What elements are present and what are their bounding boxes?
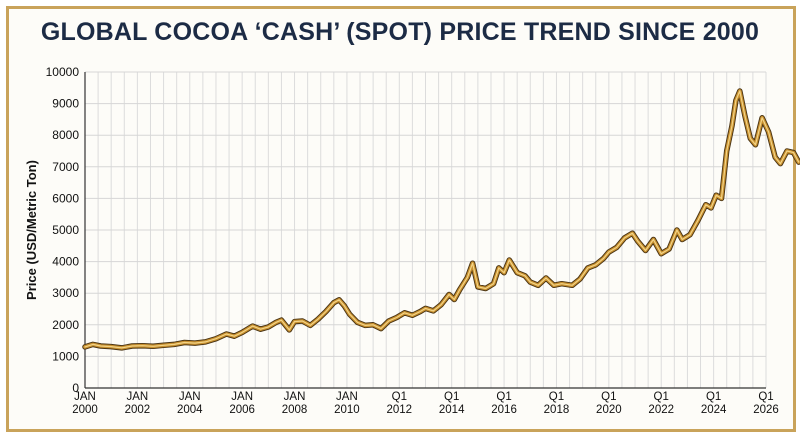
y-tick-label: 9000 bbox=[52, 97, 79, 111]
x-tick-label: 2002 bbox=[125, 404, 151, 416]
x-tick-label: 2016 bbox=[491, 404, 517, 416]
x-tick-label: Q1 bbox=[444, 391, 459, 403]
x-tick-label: JAN bbox=[284, 391, 306, 403]
x-tick-label: Q1 bbox=[654, 391, 669, 403]
x-tick-label: Q1 bbox=[601, 391, 616, 403]
axes bbox=[84, 72, 766, 389]
y-tick-label: 5000 bbox=[52, 223, 79, 237]
x-tick-label: 2014 bbox=[439, 404, 465, 416]
y-axis-label: Price (USD/Metric Ton) bbox=[24, 160, 39, 300]
y-tick-label: 6000 bbox=[52, 191, 79, 205]
grid-lines bbox=[84, 71, 767, 389]
chart-title: GLOBAL COCOA ‘CASH’ (SPOT) PRICE TREND S… bbox=[40, 18, 760, 46]
x-tick-label: 2008 bbox=[282, 404, 308, 416]
y-tick-label: 1000 bbox=[52, 349, 79, 363]
y-tick-label: 3000 bbox=[52, 286, 79, 300]
x-tick-label: 2010 bbox=[334, 404, 360, 416]
x-tick-label: JAN bbox=[336, 391, 358, 403]
x-tick-label: 2004 bbox=[177, 404, 203, 416]
y-tick-label: 0 bbox=[72, 381, 79, 395]
x-tick-label: JAN bbox=[127, 391, 149, 403]
y-axis-ticks: 0 1000 2000 3000 4000 5000 6000 7000 8000 9000 100… bbox=[46, 65, 80, 395]
x-axis-ticks: JAN2000JAN2002JAN2004JAN2006JAN2008JAN20… bbox=[72, 391, 779, 416]
x-tick-label: JAN bbox=[231, 391, 253, 403]
x-tick-label: 2006 bbox=[229, 404, 255, 416]
x-tick-label: 2026 bbox=[753, 404, 779, 416]
y-tick-label: 2000 bbox=[52, 318, 79, 332]
y-tick-label: 8000 bbox=[52, 128, 79, 142]
x-tick-label: Q1 bbox=[392, 391, 407, 403]
y-tick-label: 10000 bbox=[46, 65, 80, 79]
series-line bbox=[83, 89, 800, 350]
x-tick-label: Q1 bbox=[496, 391, 511, 403]
series-line-highlight bbox=[84, 90, 800, 349]
x-tick-label: 2022 bbox=[648, 404, 674, 416]
series-line-shadow bbox=[82, 88, 800, 351]
series-layer bbox=[82, 88, 800, 351]
x-tick-label: 2020 bbox=[596, 404, 622, 416]
y-tick-label: 7000 bbox=[52, 160, 79, 174]
x-tick-label: 2012 bbox=[387, 404, 413, 416]
x-tick-label: Q1 bbox=[758, 391, 773, 403]
x-tick-label: JAN bbox=[179, 391, 201, 403]
x-tick-label: 2024 bbox=[701, 404, 727, 416]
x-tick-label: Q1 bbox=[549, 391, 564, 403]
x-tick-label: 2018 bbox=[544, 404, 570, 416]
x-tick-label: Q1 bbox=[706, 391, 721, 403]
y-tick-label: 4000 bbox=[52, 255, 79, 269]
x-tick-label: 2000 bbox=[72, 404, 98, 416]
x-tick-label: JAN bbox=[74, 391, 96, 403]
